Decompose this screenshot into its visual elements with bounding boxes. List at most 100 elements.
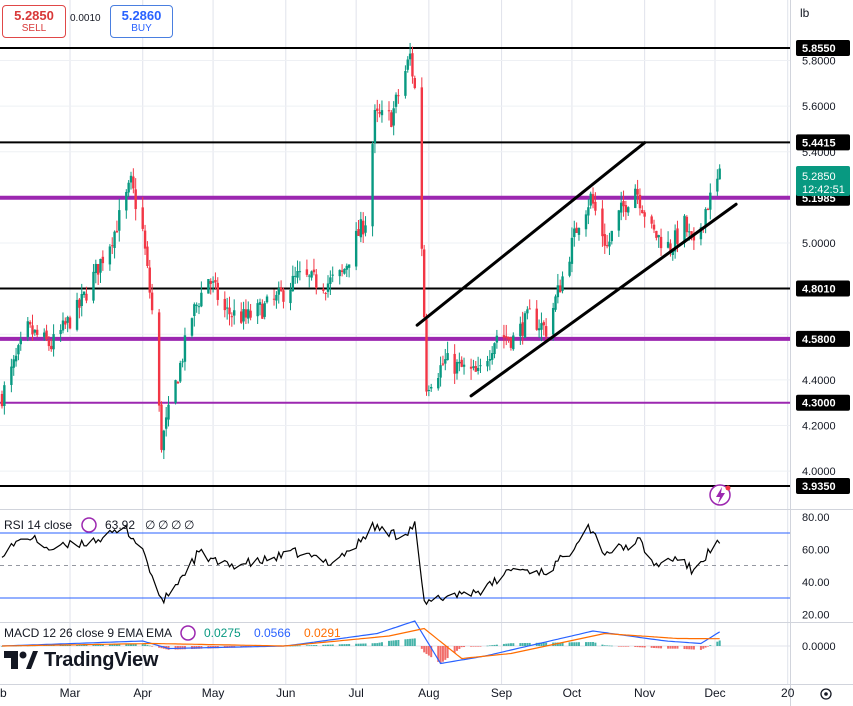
candle-body <box>542 322 545 326</box>
candle-body <box>282 290 285 302</box>
candle-body <box>59 330 62 335</box>
macd-histogram-bar <box>491 645 494 646</box>
candle-body <box>12 359 15 368</box>
candle-body <box>179 362 182 382</box>
candle-body <box>279 287 283 291</box>
time-tick-label: b <box>0 686 7 700</box>
macd-histogram-bar <box>80 644 83 646</box>
macd-histogram-bar <box>716 641 719 646</box>
macd-histogram-bar <box>289 645 292 647</box>
settings-gear-center <box>824 692 828 696</box>
macd-histogram-bar <box>643 646 646 648</box>
macd-line <box>1 620 721 665</box>
candle-body <box>559 285 562 293</box>
macd-histogram-bar <box>125 644 128 646</box>
candle-body <box>61 320 65 331</box>
candle-body <box>406 59 409 70</box>
macd-histogram-bar <box>76 644 79 646</box>
candle-body <box>378 111 381 114</box>
macd-histogram-bar <box>376 643 379 646</box>
macd-histogram-bar <box>397 639 400 646</box>
candle-body <box>446 353 449 361</box>
rsi-tick-label: 20.00 <box>802 609 830 621</box>
candle-body <box>638 194 642 209</box>
macd-histogram-bar <box>92 644 95 646</box>
horizontal-levels[interactable] <box>0 47 790 487</box>
lightning-icon <box>716 487 725 504</box>
macd-histogram-bar <box>474 646 477 647</box>
macd-histogram-bar <box>685 646 688 650</box>
candle-body <box>371 144 374 227</box>
time-tick-label: Oct <box>563 686 582 700</box>
macd-histogram-bar <box>589 642 592 646</box>
macd-histogram-bar <box>322 644 325 646</box>
candle-body <box>519 323 522 337</box>
macd-histogram-bar <box>655 646 658 649</box>
candle-body <box>247 309 250 319</box>
spread-value: 0.0010 <box>70 13 101 24</box>
candle-body <box>397 95 400 97</box>
macd-histogram-bar <box>94 644 97 646</box>
macd-histogram-bar <box>592 642 595 646</box>
macd-histogram-bar <box>699 646 702 650</box>
candle-body <box>657 235 660 238</box>
time-tick-label: Dec <box>704 686 725 700</box>
rsi-placeholder: ∅ <box>158 518 168 532</box>
candle-body <box>50 345 53 350</box>
macd-histogram-bar <box>310 645 313 646</box>
candle-body <box>10 366 13 385</box>
macd-histogram-bar <box>486 645 489 647</box>
macd-value: 0.0275 <box>204 626 241 640</box>
macd-histogram-bar <box>509 643 512 646</box>
candle-body <box>390 112 393 127</box>
candle-body <box>556 285 560 298</box>
candle-body <box>603 234 606 246</box>
candle-body <box>699 227 703 240</box>
macd-histogram-bar <box>167 646 170 650</box>
candle-body <box>528 308 531 310</box>
candle-body <box>408 53 412 60</box>
channel-lower-line <box>469 202 738 398</box>
candle-body <box>669 243 672 253</box>
sell-button[interactable]: 5.2850 SELL <box>2 5 66 38</box>
candle-body <box>575 227 578 233</box>
candle-body <box>338 270 341 277</box>
candle-body <box>627 207 630 213</box>
rsi-placeholder: ∅ <box>145 518 155 532</box>
macd-histogram-bar <box>709 645 712 646</box>
candle-body <box>113 231 116 248</box>
macd-title: MACD 12 26 close 9 EMA EMA <box>4 626 172 640</box>
macd-histogram-bar <box>660 646 663 649</box>
candle-body <box>225 307 229 309</box>
candle-body <box>706 208 710 210</box>
macd-histogram-bar <box>134 643 137 646</box>
time-tick-label: Jun <box>276 686 295 700</box>
buy-button[interactable]: 5.2860 BUY <box>110 5 173 38</box>
price-channel[interactable] <box>415 141 738 398</box>
candle-body <box>376 108 379 112</box>
scale-unit[interactable]: lb <box>800 6 810 20</box>
candle-body <box>329 277 332 284</box>
candle-body <box>244 309 248 318</box>
macd-histogram-bar <box>585 642 588 646</box>
macd-histogram-bar <box>671 646 674 649</box>
macd-histogram-bar <box>64 645 67 646</box>
candle-body <box>624 205 628 213</box>
candle-body <box>157 312 161 406</box>
macd-histogram-bar <box>371 643 374 646</box>
macd-histogram-bar <box>575 642 578 646</box>
candle-body <box>683 215 686 243</box>
candle-body <box>14 355 18 362</box>
candle-body <box>652 224 656 230</box>
macd-histogram-bar <box>463 646 466 648</box>
macd-histogram-bar <box>151 646 154 647</box>
macd-histogram-bar <box>610 645 613 647</box>
macd-histogram-bar <box>430 646 433 658</box>
candle-body <box>277 288 280 295</box>
candle-body <box>211 281 215 283</box>
macd-histogram-bar <box>601 644 604 646</box>
macd-histogram-bar <box>470 646 473 647</box>
candle-body <box>26 321 29 338</box>
